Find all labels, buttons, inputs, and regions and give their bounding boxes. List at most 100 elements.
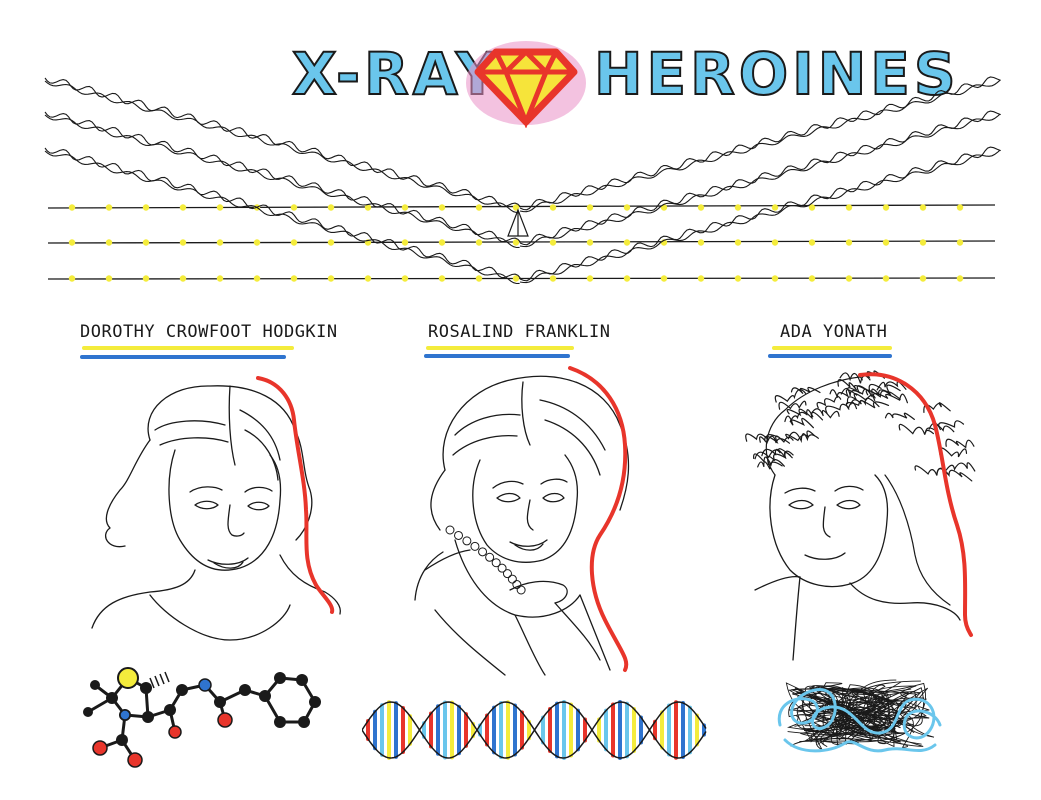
hair-curl	[789, 409, 814, 423]
pearl	[512, 580, 522, 590]
crystal-atom	[512, 204, 520, 211]
crystal-atom	[179, 204, 187, 211]
hair-curl	[845, 397, 880, 410]
crystal-atom	[845, 275, 853, 282]
hair-curl	[787, 431, 819, 444]
crystal-atom	[364, 275, 372, 282]
hair-curl	[939, 447, 968, 458]
crystal-atom	[623, 204, 631, 211]
hair-curl	[945, 438, 975, 449]
crystal-atom	[549, 239, 557, 246]
xray-wave	[44, 114, 520, 249]
crystal-atom	[808, 275, 816, 282]
crystal-atom	[438, 239, 446, 246]
portrait-yonath	[745, 370, 976, 661]
crystal-atom	[882, 239, 890, 246]
pearl	[491, 558, 501, 568]
xray-wave	[519, 76, 1001, 211]
crystal-atom	[401, 239, 409, 246]
hair-curl	[945, 462, 976, 472]
underline-yellow	[82, 346, 294, 350]
hair-curl	[829, 389, 858, 399]
crystal-atom	[327, 239, 335, 246]
crystal-atom	[808, 204, 816, 211]
underline-yellow	[772, 346, 892, 350]
crystal-atom	[253, 239, 261, 246]
hair-curl	[759, 435, 790, 445]
hair-curl	[786, 408, 824, 421]
crystal-atom	[623, 275, 631, 282]
dna-helix-icon	[362, 700, 707, 760]
title-heroines: HEROINES	[593, 39, 960, 109]
portrait-hodgkin	[91, 376, 341, 641]
pearl	[478, 547, 488, 557]
crystal-atom	[549, 275, 557, 282]
crystal-atom	[845, 239, 853, 246]
crystal-atom	[845, 204, 853, 211]
hair-curl	[785, 430, 815, 442]
crystal-atom	[142, 239, 150, 246]
crystal-atom	[105, 204, 113, 211]
crystal-atom	[142, 204, 150, 211]
pearl	[516, 585, 526, 595]
crystal-atom	[697, 275, 705, 282]
portrait-franklin	[414, 366, 630, 676]
xray-wave	[519, 149, 1001, 284]
crystal-atom	[734, 239, 742, 246]
hair-curl	[790, 386, 821, 395]
hair-curl	[884, 412, 915, 420]
hair-curl	[914, 465, 948, 476]
hair-curl	[774, 388, 807, 403]
ribosome-scribble-icon	[777, 679, 942, 753]
title-xray: X-RAY	[291, 39, 503, 109]
crystal-atoms	[68, 204, 964, 282]
crystal-atom	[771, 204, 779, 211]
pearl	[502, 569, 512, 579]
crystal-atom	[956, 239, 964, 246]
crystal-atom	[475, 275, 483, 282]
pearl	[507, 574, 517, 584]
xray-wave	[519, 79, 1001, 213]
curly-hair	[745, 370, 976, 606]
crystal-atom	[882, 204, 890, 211]
crystal-atom	[105, 275, 113, 282]
crystal-atom	[882, 275, 890, 282]
pearl	[485, 552, 495, 562]
crystal-atom	[475, 239, 483, 246]
xray-wave	[44, 80, 520, 214]
crystal-atom	[919, 204, 927, 211]
diamond-icon	[466, 41, 586, 128]
crystal-atom	[290, 204, 298, 211]
xray-waves	[44, 76, 1001, 285]
crystal-atom	[586, 239, 594, 246]
crystal-atom	[401, 275, 409, 282]
crystal-atom	[327, 275, 335, 282]
crystal-atom	[734, 204, 742, 211]
crystal-atom	[771, 239, 779, 246]
crystal-atom	[549, 204, 557, 211]
crystal-atom	[919, 239, 927, 246]
crystal-atom	[512, 239, 520, 246]
crystal-atom	[586, 204, 594, 211]
crystal-atom	[216, 275, 224, 282]
hair-curl	[837, 378, 865, 391]
crystal-atom	[734, 275, 742, 282]
crystal-atom	[956, 275, 964, 282]
crystal-atom	[771, 275, 779, 282]
crystal-atom	[290, 239, 298, 246]
heroine-name-yonath: ADA YONATH	[780, 322, 888, 342]
xray-wave	[519, 113, 1001, 248]
penicillin-molecule-icon	[83, 667, 321, 768]
crystal-atom	[327, 204, 335, 211]
underline-blue	[80, 355, 286, 359]
hair-curl	[825, 401, 858, 415]
underline-blue	[768, 354, 892, 358]
xray-wave	[44, 77, 521, 208]
pearl	[445, 525, 455, 535]
crystal-atom	[623, 239, 631, 246]
title-banner: X-RAY HEROINES	[0, 34, 1041, 114]
crystal-atom	[438, 204, 446, 211]
crystal-atom	[253, 275, 261, 282]
underline-blue	[424, 354, 570, 358]
crystal-atom	[919, 275, 927, 282]
